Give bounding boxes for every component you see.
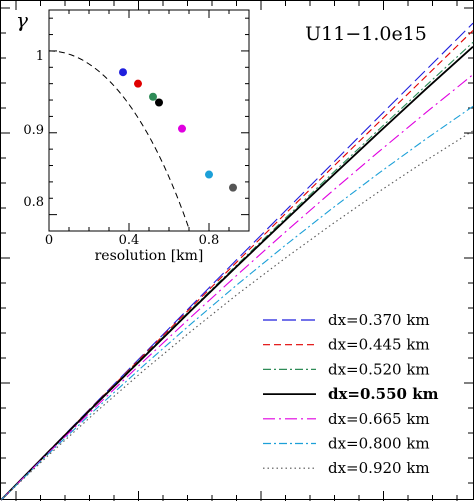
series-line (0, 22, 474, 501)
legend: dx=0.370 km dx=0.445 km dx=0.520 km dx=0.55… (263, 311, 439, 477)
data-point (229, 183, 237, 192)
legend-label: dx=0.920 km (328, 459, 430, 477)
inset-plot-frame (48, 9, 250, 232)
legend-label: dx=0.665 km (328, 410, 430, 428)
series-line (0, 46, 474, 501)
data-point (178, 124, 186, 133)
data-point (149, 92, 157, 101)
data-point (134, 79, 142, 88)
inset-y-tick-label: 0.9 (23, 123, 44, 138)
legend-label: dx=0.520 km (328, 360, 430, 378)
inset-fit-curve (48, 50, 190, 229)
inset-tick-marks (48, 10, 250, 232)
inset-x-tick-label: 0.8 (199, 233, 220, 248)
legend-label: dx=0.550 km (328, 385, 439, 403)
legend-label: dx=0.370 km (328, 311, 430, 329)
inset-background (49, 10, 249, 231)
main-chart-title: U11−1.0e15 (305, 23, 427, 45)
legend-label: dx=0.800 km (328, 435, 430, 453)
data-point (119, 68, 127, 77)
series-line (0, 105, 474, 501)
inset-y-tick-label: 1 (36, 49, 44, 64)
inset-x-tick-label: 0.4 (119, 233, 140, 248)
data-point (155, 98, 163, 107)
main-series-lines (0, 22, 474, 501)
inset-y-axis-label: γ (16, 8, 28, 32)
series-line (0, 74, 474, 501)
inset-x-tick-label: 0 (45, 233, 53, 248)
inset-y-tick-label: 0.8 (23, 195, 44, 210)
data-point (205, 170, 213, 179)
inset-points (119, 68, 237, 192)
inset-x-axis-label: resolution [km] (95, 248, 204, 264)
legend-label: dx=0.445 km (328, 336, 430, 354)
